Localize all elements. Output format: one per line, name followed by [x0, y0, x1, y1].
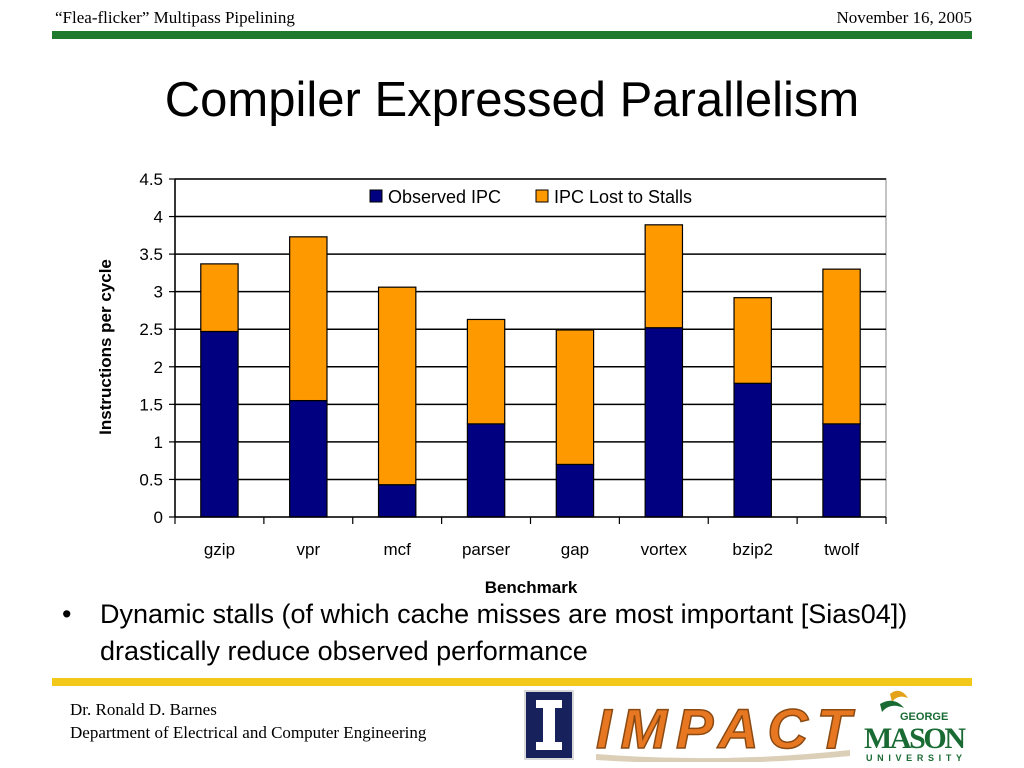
mason-leaf-icon: [890, 690, 908, 702]
footer-author: Dr. Ronald D. Barnes: [70, 700, 217, 719]
legend-swatch-observed: [369, 189, 383, 203]
mason-name-text: MASON: [864, 722, 966, 755]
y-axis-title: Instructions per cycle: [96, 259, 115, 435]
legend-label-lost: IPC Lost to Stalls: [554, 187, 692, 207]
y-tick-label: 2.5: [139, 320, 163, 339]
bar-observed-vortex: [644, 327, 684, 518]
plot-area: [174, 178, 887, 518]
footer-rule: [52, 678, 972, 686]
x-tick-label: gap: [561, 540, 589, 559]
bar-observed-parser: [466, 423, 506, 518]
bar-lost-vortex: [644, 224, 684, 329]
x-tick-label: gzip: [204, 540, 235, 559]
y-tick-label: 3: [154, 283, 163, 302]
legend-swatch-lost: [535, 189, 549, 203]
impact-logo: IMPACT: [595, 696, 857, 762]
bar-lost-twolf: [822, 268, 861, 425]
y-tick-label: 4: [154, 208, 163, 227]
george-mason-logo: GEORGE MASON UNIVERSITY: [864, 690, 966, 763]
bar-observed-bzip2: [733, 382, 772, 518]
bullet-text: Dynamic stalls (of which cache misses ar…: [100, 599, 908, 666]
bar-lost-parser: [466, 318, 506, 425]
bar-lost-gap: [555, 329, 595, 466]
bar-observed-gzip: [200, 330, 239, 518]
y-tick-label: 1: [154, 433, 163, 452]
x-tick-label: twolf: [824, 540, 859, 559]
y-tick-label: 2: [154, 358, 163, 377]
illinois-i-icon: [536, 700, 562, 750]
impact-logo-text: IMPACT: [596, 697, 856, 760]
chart-legend: Observed IPC IPC Lost to Stalls: [369, 187, 692, 207]
illinois-logo: [524, 690, 574, 760]
footer-department: Department of Electrical and Computer En…: [70, 723, 427, 742]
header-rule: [52, 31, 972, 39]
y-tick-label: 0.5: [139, 470, 163, 489]
bar-lost-mcf: [377, 286, 417, 486]
y-tick-label: 1.5: [139, 395, 163, 414]
legend-label-observed: Observed IPC: [388, 187, 501, 207]
bar-lost-bzip2: [733, 297, 772, 384]
x-tick-label: bzip2: [732, 540, 773, 559]
mason-george-text: GEORGE: [900, 711, 948, 723]
header-title: “Flea-flicker” Multipass Pipelining: [55, 8, 295, 27]
header-date: November 16, 2005: [836, 8, 972, 27]
y-tick-label: 0: [154, 508, 163, 527]
y-tick-label: 4.5: [139, 170, 163, 189]
bar-lost-gzip: [200, 263, 239, 333]
x-tick-label: mcf: [383, 540, 411, 559]
x-tick-label: vortex: [641, 540, 688, 559]
x-tick-label: parser: [462, 540, 511, 559]
bar-observed-vpr: [289, 399, 328, 518]
slide-title: Compiler Expressed Parallelism: [164, 73, 860, 127]
bullet-symbol: •: [62, 599, 72, 629]
mason-university-text: UNIVERSITY: [866, 753, 964, 763]
x-tick-label: vpr: [297, 540, 321, 559]
bar-lost-vpr: [289, 236, 328, 402]
bar-observed-mcf: [377, 484, 417, 518]
bar-observed-gap: [555, 463, 595, 518]
stacked-bar-chart: 0 0.5 1 1.5 2 2.5 3 3.5 4 4.5 gzip vpr mcf parser gap v…: [96, 170, 887, 597]
bar-observed-twolf: [822, 423, 861, 518]
x-axis-title: Benchmark: [485, 578, 578, 597]
y-tick-label: 3.5: [139, 245, 163, 264]
